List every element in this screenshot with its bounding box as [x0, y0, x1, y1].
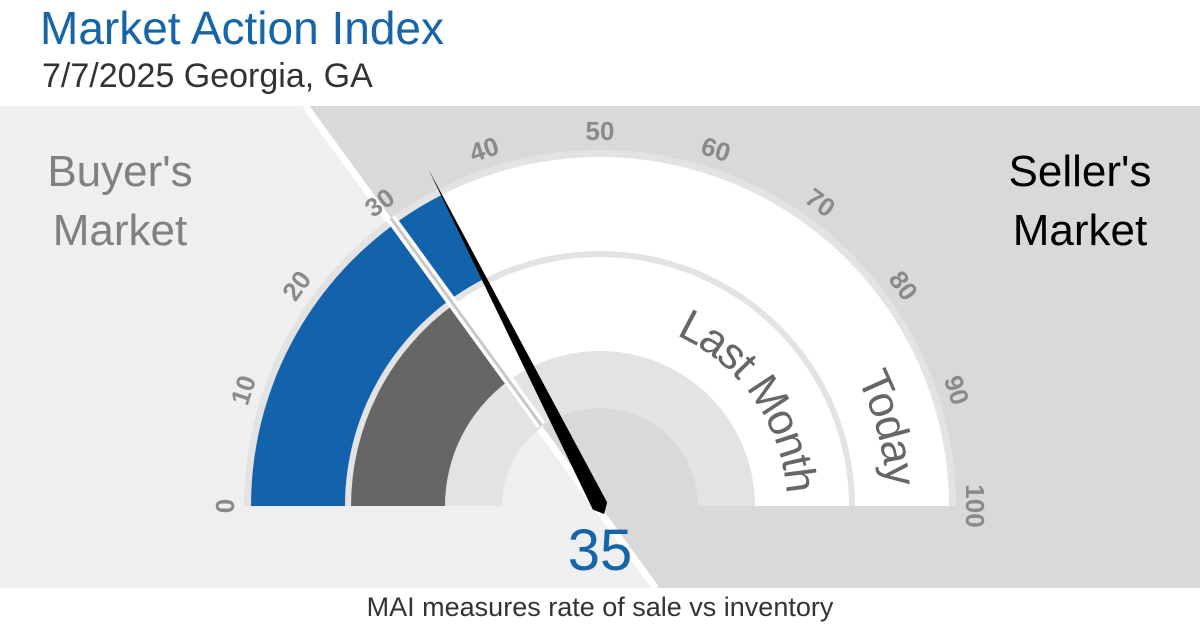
gauge-value: 35: [568, 518, 633, 583]
buyers-market-label-line2: Market: [53, 206, 187, 255]
tick-label-50: 50: [586, 116, 615, 146]
last-month-ring-value: [351, 304, 509, 506]
gauge-rings: [244, 150, 956, 507]
last-month-ring-track: [351, 257, 849, 506]
tick-label-0: 0: [210, 499, 240, 513]
buyers-market-label-line1: Buyer's: [47, 147, 192, 196]
gauge-needle: [428, 169, 608, 515]
page-title: Market Action Index: [40, 2, 444, 54]
threshold-line: [389, 217, 543, 426]
page-subtitle: 7/7/2025 Georgia, GA: [42, 57, 373, 95]
tick-label-100: 100: [960, 484, 990, 527]
sellers-market-label-line1: Seller's: [1009, 147, 1152, 196]
gauge-needle-group: [428, 169, 608, 515]
footer-caption: MAI measures rate of sale vs inventory: [366, 592, 834, 622]
sellers-market-label-line2: Market: [1013, 206, 1147, 255]
